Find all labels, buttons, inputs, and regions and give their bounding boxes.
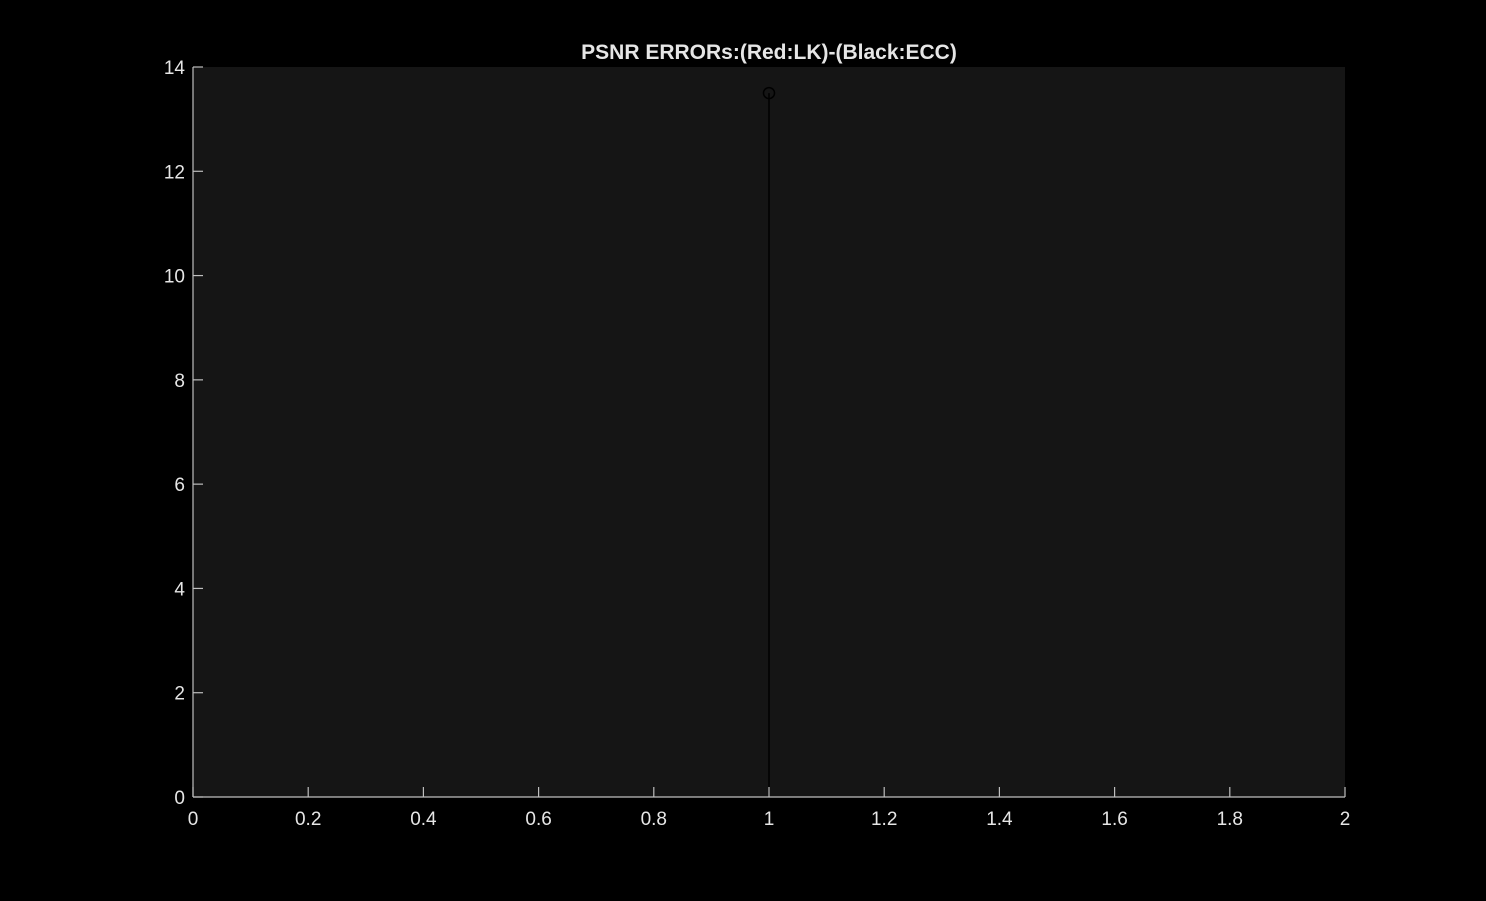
y-tick-label: 12 xyxy=(164,162,185,183)
y-tick-label: 14 xyxy=(164,58,186,79)
y-tick-label: 0 xyxy=(174,788,185,809)
axis-layer: 0 0.2 0.4 0.6 0.8 1 1.2 1.4 1.6 1.8 2 0 2 4 6 8 10 12 14 xyxy=(164,58,1350,830)
x-tick-label: 1.2 xyxy=(871,809,897,830)
x-tick-label: 1.8 xyxy=(1217,809,1243,830)
y-tick-label: 10 xyxy=(164,267,185,288)
x-tick-label: 1.6 xyxy=(1101,809,1127,830)
stem-marker xyxy=(762,86,776,100)
x-tick-label: 0.4 xyxy=(410,809,437,830)
x-tick-label: 0.6 xyxy=(525,809,551,830)
x-tick-label: 1 xyxy=(764,809,775,830)
x-tick-label: 0.8 xyxy=(641,809,667,830)
chart-title: PSNR ERRORs:(Red:LK)-(Black:ECC) xyxy=(581,41,957,64)
y-tick-label: 2 xyxy=(174,684,185,705)
x-tick-label: 1.4 xyxy=(986,809,1013,830)
y-tick-label: 8 xyxy=(174,371,185,392)
x-tick-label: 0 xyxy=(188,809,199,830)
y-tick-label: 4 xyxy=(174,579,185,600)
x-tick-label: 0.2 xyxy=(295,809,321,830)
x-tick-label: 2 xyxy=(1340,809,1351,830)
y-tick-label: 6 xyxy=(174,475,185,496)
plot-layer xyxy=(762,86,776,797)
